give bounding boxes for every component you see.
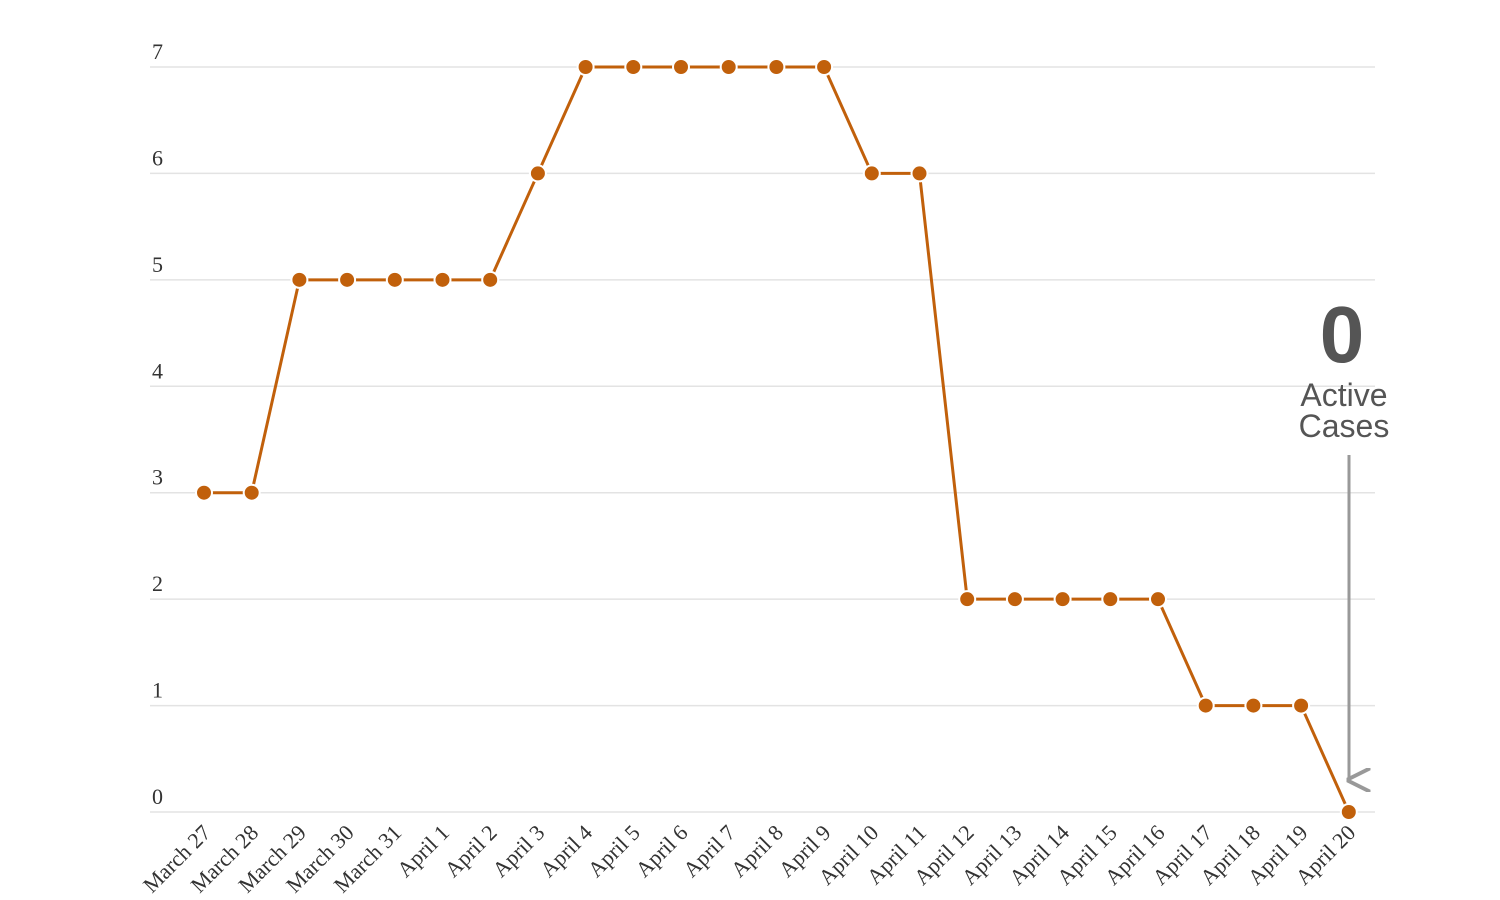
y-tick-label: 4 — [152, 358, 163, 383]
data-point — [338, 270, 357, 289]
x-tick-label: April 7 — [678, 820, 740, 882]
y-tick-label: 5 — [152, 252, 163, 277]
data-point — [815, 58, 834, 76]
data-point — [958, 590, 977, 609]
y-tick-label: 1 — [152, 678, 163, 703]
annotation-value: 0 — [1320, 290, 1365, 379]
y-tick-label: 3 — [152, 465, 163, 490]
data-point — [1339, 803, 1358, 821]
data-point — [481, 270, 500, 289]
data-point — [767, 58, 786, 76]
data-point — [1149, 590, 1167, 609]
x-tick-label: April 2 — [440, 820, 502, 882]
data-point — [910, 164, 929, 183]
data-point — [195, 483, 213, 502]
data-point — [1101, 590, 1120, 609]
data-point — [1244, 696, 1263, 715]
data-point — [576, 58, 595, 76]
data-point — [1292, 696, 1311, 715]
x-tick-label: April 4 — [535, 820, 597, 882]
annotation-line: Cases — [1299, 408, 1390, 444]
x-tick-label: April 5 — [583, 820, 645, 882]
data-point — [624, 58, 643, 76]
data-point — [528, 164, 547, 183]
x-tick-label: April 3 — [487, 820, 549, 882]
data-point — [1053, 590, 1072, 609]
x-tick-label: April 8 — [726, 820, 788, 882]
data-line — [204, 65, 1351, 813]
data-point — [385, 270, 404, 289]
data-point — [433, 270, 452, 289]
data-point — [862, 164, 881, 183]
data-point — [242, 483, 261, 502]
data-point — [672, 58, 690, 76]
y-tick-label: 0 — [152, 784, 163, 809]
x-tick-label: April 6 — [630, 820, 692, 882]
data-point — [290, 270, 309, 289]
data-point — [719, 58, 738, 76]
y-tick-label: 6 — [152, 145, 163, 170]
y-tick-label: 2 — [152, 571, 163, 596]
y-tick-label: 7 — [152, 39, 163, 64]
data-point — [1005, 590, 1024, 609]
data-point — [1196, 696, 1215, 715]
x-tick-label: April 1 — [392, 820, 454, 882]
annotation-line: Active — [1300, 377, 1387, 413]
